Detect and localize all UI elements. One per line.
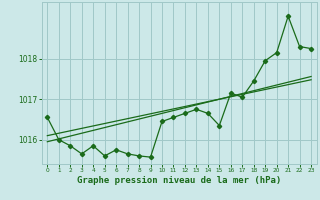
X-axis label: Graphe pression niveau de la mer (hPa): Graphe pression niveau de la mer (hPa) xyxy=(77,176,281,185)
